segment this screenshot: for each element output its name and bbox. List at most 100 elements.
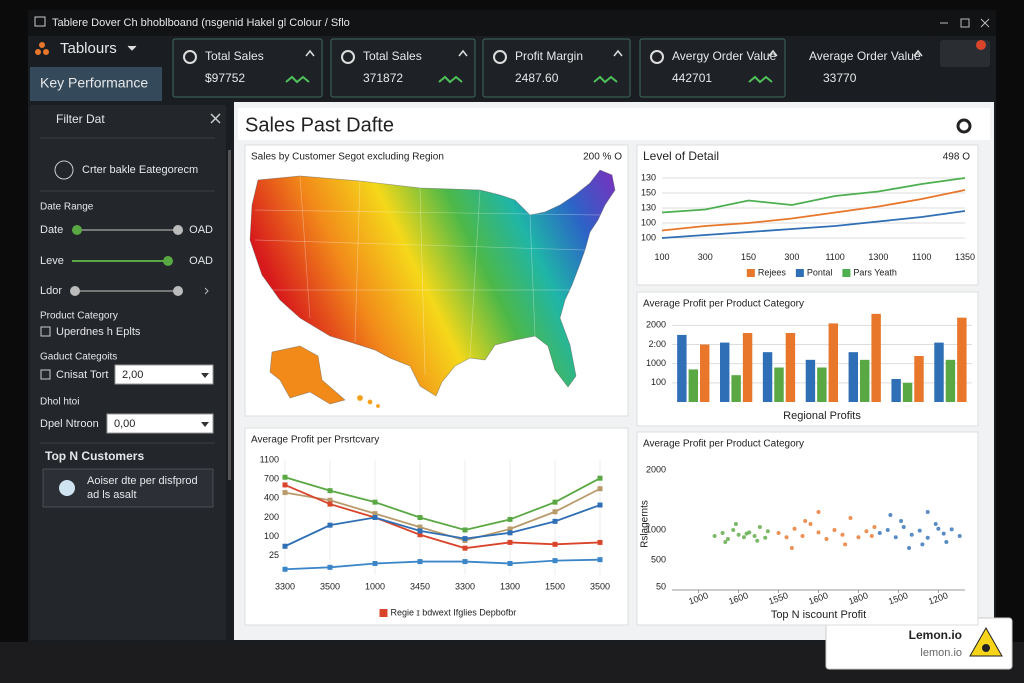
kpi-caret [913,49,923,57]
notification-dot [976,40,986,50]
kpi-caret [458,49,468,57]
point [789,546,794,550]
point [755,538,760,543]
settings-icon[interactable] [956,118,972,134]
point [848,516,853,520]
kpi-icon [650,50,664,64]
bar [934,342,944,402]
point [925,535,930,540]
kpi-card[interactable] [795,39,930,97]
kpi-card[interactable] [330,38,476,98]
checkbox-label[interactable]: Uperdnes h Eplts [56,326,141,338]
button-icon[interactable] [54,160,74,180]
y-tick-label: 100 [264,531,279,541]
chart-title: Average Profit per Product Category [643,439,804,450]
point [941,531,946,536]
point [552,518,558,524]
x-tick-label: 1500 [545,581,565,591]
x-axis-label: Top N iscount Profit [771,609,866,621]
kpi-icon [493,50,507,64]
point [907,546,912,550]
slider-label: Leve [40,255,64,267]
point [462,527,468,533]
point [736,532,741,537]
section-label: Product Category [40,311,118,322]
slider[interactable] [72,225,183,235]
bar [871,313,881,402]
kpi-card[interactable] [482,38,631,98]
window-controls[interactable] [940,18,990,28]
checkbox[interactable] [40,326,51,337]
app-icon [34,16,46,27]
point [925,510,930,514]
note-box[interactable] [42,468,214,508]
kpi-label: Total Sales [205,49,264,63]
x-tick-label: 3500 [320,581,340,591]
bar [848,352,858,402]
slider[interactable] [72,256,173,266]
slider-value: OAD [189,224,213,236]
point [597,557,603,563]
x-tick-label: 3450 [410,581,430,591]
bar [742,333,753,402]
point [893,535,898,540]
point [327,488,333,494]
legend-label: Rejees [758,267,787,277]
point [856,535,861,540]
line-series [284,558,601,571]
point [765,529,770,534]
point [552,509,558,515]
logo[interactable]: Tablours [60,40,117,57]
kpi-label: Average Order Value [809,49,921,63]
point [597,475,603,481]
section-label: Gaduct Categoits [40,352,117,363]
y-tick-label: 400 [264,493,279,503]
point [917,528,922,533]
x-tick-label: 1100 [912,252,931,262]
legend-swatch [379,609,388,617]
filter-button[interactable]: Crter bakle Eategorecm [82,164,198,176]
tab[interactable] [30,67,162,101]
point [776,531,781,535]
point [282,566,288,572]
line-series [284,504,601,548]
point [507,516,513,522]
select-value[interactable]: 2,00 [122,369,143,381]
checkbox-label[interactable]: Cnisat Tort [56,369,108,381]
slider-label: Date [40,224,63,236]
input-value[interactable]: 0,00 [114,418,135,430]
close-filter[interactable] [210,113,221,124]
tab-label[interactable]: Key Performance [40,75,148,91]
y-tick-label: 1100 [260,454,279,464]
select[interactable] [114,364,214,385]
point [752,534,757,538]
point [888,513,893,517]
input[interactable] [106,413,214,434]
point [372,511,378,517]
kpi-caret [305,49,315,57]
y-tick-label: 100 [651,377,666,387]
point [507,526,513,532]
kpi-label: Total Sales [363,49,422,63]
point [327,497,333,503]
point [899,519,904,523]
x-tick-label: 300 [784,252,799,262]
checkbox[interactable] [40,369,51,380]
point [731,528,736,532]
us-map[interactable] [249,169,616,409]
kpi-card[interactable] [639,38,786,98]
slider-value: OAD [189,255,213,267]
input-caret[interactable] [201,422,209,427]
watermark-url: lemon.io [920,647,962,659]
legend-label: Pontal [807,267,833,277]
y-tick-label: 150 [641,187,656,197]
section-title: Top N Customers [45,449,144,463]
slider[interactable] [70,286,209,296]
kpi-card[interactable] [172,38,323,98]
point [282,490,288,496]
bar [785,333,796,402]
select-caret[interactable] [201,373,209,378]
main-header [238,108,990,140]
logo-caret[interactable] [127,45,137,51]
point [282,543,288,549]
